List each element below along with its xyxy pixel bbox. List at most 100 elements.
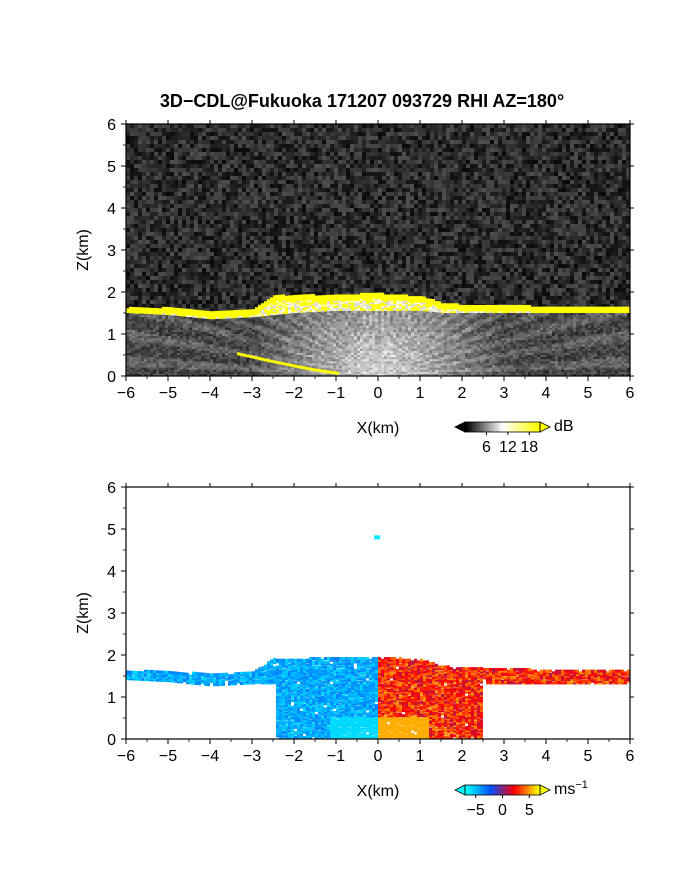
colorbar-cell xyxy=(515,785,518,795)
colorbar-cell xyxy=(510,422,513,432)
colorbar-cell xyxy=(505,422,508,432)
axis-ticks: −6 −5 −4 −3 −2 −1 0 1 2 3 4 5 6 0 1 2 3 4 5 6 xyxy=(107,117,634,402)
x-tick-label: −3 xyxy=(243,385,261,402)
colorbar-cell xyxy=(500,422,503,432)
colorbar-cell xyxy=(512,422,516,432)
colorbar-tick-label: 0 xyxy=(498,802,507,819)
colorbar-cell xyxy=(470,422,473,432)
colorbar-cell xyxy=(480,785,483,795)
x-axis-label: X(km) xyxy=(357,420,400,437)
y-tick-label: 2 xyxy=(107,285,116,302)
colorbar-cell xyxy=(502,422,506,432)
x-tick-label: 3 xyxy=(500,748,509,765)
x-tick-label: −4 xyxy=(201,385,219,402)
colorbar-tick-label: −5 xyxy=(467,802,485,819)
y-tick-label: 5 xyxy=(107,159,116,176)
axis-ticks: −6 −5 −4 −3 −2 −1 0 1 2 3 4 5 6 0 1 2 3 4 5 6 xyxy=(107,480,634,765)
colorbar-tick-label: 18 xyxy=(520,439,538,456)
x-tick-label: −3 xyxy=(243,748,261,765)
colorbar-cell xyxy=(520,785,523,795)
y-tick-label: 5 xyxy=(107,522,116,539)
colorbar-min-arrow xyxy=(454,421,466,433)
velocity-colorbar: −5 0 5 ms−1 xyxy=(454,779,588,819)
colorbar-cell xyxy=(492,785,496,795)
colorbar-cell xyxy=(465,422,468,432)
y-axis-label: Z(km) xyxy=(75,592,92,634)
colorbar-cell xyxy=(512,785,516,795)
y-tick-label: 4 xyxy=(107,201,116,218)
x-tick-label: 5 xyxy=(584,748,593,765)
colorbar-cell xyxy=(500,785,503,795)
colorbar-cell xyxy=(507,785,511,795)
colorbar-cell xyxy=(467,785,471,795)
colorbar-cell xyxy=(535,422,538,432)
y-tick-label: 2 xyxy=(107,648,116,665)
x-tick-label: 1 xyxy=(416,748,425,765)
colorbar-cell xyxy=(497,422,501,432)
colorbar-cell xyxy=(537,422,541,432)
colorbar-cell xyxy=(490,422,493,432)
colorbar-cell xyxy=(515,422,518,432)
colorbar-cell xyxy=(470,785,473,795)
velocity-image xyxy=(126,535,630,739)
x-tick-label: −5 xyxy=(159,385,177,402)
colorbar-cell xyxy=(467,422,471,432)
colorbar-frame xyxy=(464,421,541,433)
colorbar-cell xyxy=(532,785,536,795)
colorbar-cell xyxy=(475,422,478,432)
colorbar-cell xyxy=(530,785,533,795)
x-tick-label: 4 xyxy=(542,748,551,765)
x-tick-label: −1 xyxy=(327,748,345,765)
colorbar-cell xyxy=(495,422,498,432)
colorbar-cell xyxy=(527,785,531,795)
x-axis-label: X(km) xyxy=(357,783,400,800)
x-tick-label: 0 xyxy=(374,748,383,765)
colorbar-cell xyxy=(517,785,521,795)
colorbar-cell xyxy=(465,785,468,795)
y-tick-label: 1 xyxy=(107,690,116,707)
colorbar-cell xyxy=(477,785,481,795)
colorbar-cell xyxy=(537,785,541,795)
colorbar-cell xyxy=(527,422,531,432)
x-tick-label: 6 xyxy=(626,748,635,765)
colorbar-cell xyxy=(485,422,488,432)
colorbar-cell xyxy=(482,785,486,795)
colorbar-tick-label: 6 xyxy=(482,439,491,456)
colorbar-tick-label: 5 xyxy=(525,802,534,819)
colorbar-cell xyxy=(480,422,483,432)
y-tick-label: 0 xyxy=(107,369,116,386)
x-tick-label: 3 xyxy=(500,385,509,402)
colorbar-min-arrow xyxy=(454,784,466,796)
x-tick-label: −4 xyxy=(201,748,219,765)
colorbar-cell xyxy=(510,785,513,795)
y-axis-label: Z(km) xyxy=(75,229,92,271)
y-tick-label: 6 xyxy=(107,117,116,134)
reflectivity-colorbar: 6 12 18 dB xyxy=(454,418,574,456)
x-tick-label: 0 xyxy=(374,385,383,402)
colorbar-cell xyxy=(502,785,506,795)
colorbar-cell xyxy=(525,785,528,795)
colorbar-cell xyxy=(487,422,491,432)
x-tick-label: −6 xyxy=(117,748,135,765)
colorbar-cell xyxy=(530,422,533,432)
colorbar-cell xyxy=(505,785,508,795)
colorbar-cell xyxy=(490,785,493,795)
x-tick-label: −1 xyxy=(327,385,345,402)
colorbar-cell xyxy=(517,422,521,432)
colorbar-cell xyxy=(507,422,511,432)
x-tick-label: 4 xyxy=(542,385,551,402)
x-tick-label: −6 xyxy=(117,385,135,402)
y-tick-label: 1 xyxy=(107,327,116,344)
x-tick-label: −2 xyxy=(285,385,303,402)
colorbar-cell xyxy=(520,422,523,432)
colorbar-unit: ms−1 xyxy=(554,779,588,798)
colorbar-cell xyxy=(472,785,476,795)
reflectivity-image xyxy=(126,124,630,376)
y-tick-label: 3 xyxy=(107,243,116,260)
colorbar-cell xyxy=(475,785,478,795)
colorbar-tick-label: 12 xyxy=(499,439,517,456)
colorbar-cell xyxy=(522,785,526,795)
colorbar-cell xyxy=(485,785,488,795)
